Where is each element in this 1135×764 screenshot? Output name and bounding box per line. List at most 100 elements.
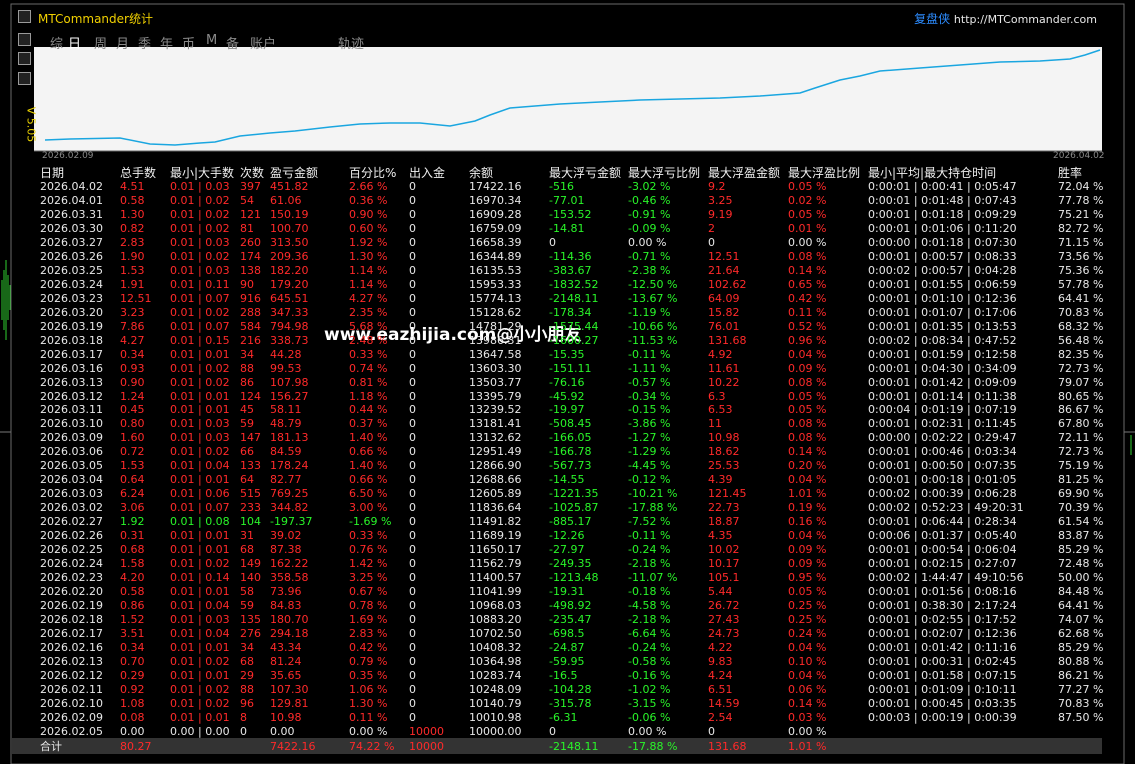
table-cell: 64 xyxy=(240,473,254,487)
tab[interactable]: 季 xyxy=(138,37,152,52)
table-cell: 5.44 xyxy=(708,585,733,599)
table-cell: 0.04 % xyxy=(788,640,827,654)
table-cell: 58 xyxy=(240,585,254,599)
table-cell: 1.30 % xyxy=(349,249,388,263)
table-cell: 16909.28 xyxy=(469,207,522,221)
table-cell: 17422.16 xyxy=(469,179,522,193)
table-cell: 0.14 % xyxy=(788,263,827,277)
tool-button[interactable] xyxy=(18,33,31,46)
table-cell: 1.92 xyxy=(120,515,145,529)
table-cell: 2026.02.17 xyxy=(40,627,103,640)
table-cell: 260 xyxy=(240,235,261,249)
table-cell: 18.87 xyxy=(708,515,740,529)
table-cell: 0.14 % xyxy=(788,445,827,459)
table-cell: 0.90 % xyxy=(349,207,388,221)
table-cell: 0 xyxy=(708,724,715,738)
table-cell: -12.50 % xyxy=(628,277,678,291)
table-cell: 12866.90 xyxy=(469,459,522,473)
table-cell: 0.01 | 0.03 xyxy=(170,235,230,249)
table-cell: -315.78 xyxy=(549,696,592,710)
table-cell: 90 xyxy=(240,277,254,291)
table-cell: 44.28 xyxy=(270,347,302,361)
table-cell: 0.08 % xyxy=(788,249,827,263)
table-cell: 2026.03.31 xyxy=(40,207,103,221)
table-cell: -19.97 xyxy=(549,403,585,417)
table-cell: -0.18 % xyxy=(628,585,671,599)
table-cell: 147 xyxy=(240,431,261,445)
table-cell: 1.30 % xyxy=(349,696,388,710)
table-cell: -1.69 % xyxy=(349,515,392,529)
table-cell: 769.25 xyxy=(270,487,309,501)
table-cell: 2026.03.02 xyxy=(40,501,103,515)
table-cell: 0 xyxy=(409,668,416,682)
tab[interactable]: 周 xyxy=(94,37,108,52)
table-cell: 2026.02.23 xyxy=(40,571,103,585)
table-cell: 82.35 % xyxy=(1058,347,1104,361)
table-cell: 2026.03.04 xyxy=(40,473,103,487)
table-cell: 0.01 | 0.01 xyxy=(170,347,230,361)
table-cell: 0 xyxy=(409,543,416,557)
help-button[interactable] xyxy=(18,52,31,65)
check-button[interactable] xyxy=(18,72,31,85)
tab[interactable]: 综 xyxy=(50,37,64,52)
tab[interactable]: 月 xyxy=(116,37,130,52)
table-cell: -516 xyxy=(549,179,574,193)
table-cell: 0:00:01 | 0:02:15 | 0:27:07 xyxy=(868,557,1017,571)
table-cell: 0.01 | 0.01 xyxy=(170,585,230,599)
table-cell: 0 xyxy=(409,571,416,585)
table-cell: 72.73 % xyxy=(1058,445,1104,459)
table-cell: 0.58 xyxy=(120,193,145,207)
table-cell: 0:00:03 | 0:00:19 | 0:00:39 xyxy=(868,710,1017,724)
tab[interactable]: 账户 xyxy=(250,37,277,52)
table-cell: 0.01 | 0.07 xyxy=(170,291,230,305)
tab[interactable]: 日 xyxy=(68,37,82,52)
table-cell: 10000 xyxy=(409,724,444,738)
table-cell: 131.68 xyxy=(708,333,747,347)
table-cell: -2.38 % xyxy=(628,263,671,277)
table-cell: 0.01 | 0.04 xyxy=(170,627,230,640)
table-cell: 0.64 xyxy=(120,473,145,487)
table-cell: 140 xyxy=(240,571,261,585)
tab[interactable]: 币 xyxy=(182,37,196,52)
table-cell: 61.06 xyxy=(270,193,302,207)
table-cell: 216 xyxy=(240,333,261,347)
column-header: 次数 xyxy=(240,166,265,180)
table-cell: 9.2 xyxy=(708,179,726,193)
table-cell: 2026.03.11 xyxy=(40,403,103,417)
table-cell: 22.73 xyxy=(708,501,740,515)
tab[interactable]: 年 xyxy=(160,37,174,52)
table-cell: 0.24 % xyxy=(788,627,827,640)
total-cell: 1.01 % xyxy=(788,739,827,753)
table-cell: 34 xyxy=(240,347,254,361)
table-cell: 2.66 % xyxy=(349,179,388,193)
table-cell: 0.01 | 0.02 xyxy=(170,305,230,319)
table-cell: 0:00:02 | 0:00:39 | 0:06:28 xyxy=(868,487,1017,501)
table-cell: 2026.02.16 xyxy=(40,640,103,654)
table-cell: 0.01 | 0.06 xyxy=(170,487,230,501)
table-cell: 0.01 | 0.02 xyxy=(170,696,230,710)
table-cell: 0:00:01 | 0:02:07 | 0:12:36 xyxy=(868,627,1017,640)
table-cell: 2026.03.24 xyxy=(40,277,103,291)
table-cell: 0.01 | 0.03 xyxy=(170,263,230,277)
table-cell: 72.04 % xyxy=(1058,179,1104,193)
table-cell: -4.58 % xyxy=(628,599,671,613)
table-cell: 179.20 xyxy=(270,277,309,291)
table-cell: -24.87 xyxy=(549,640,585,654)
minimize-button[interactable] xyxy=(18,10,31,23)
chart-end-date: 2026.04.02 xyxy=(1053,151,1105,161)
table-cell: 99.53 xyxy=(270,361,302,375)
table-cell: 1.52 xyxy=(120,613,145,627)
tab[interactable]: 轨迹 xyxy=(338,37,365,52)
table-cell: 0.01 | 0.02 xyxy=(170,682,230,696)
tab[interactable]: M xyxy=(206,33,218,48)
table-cell: 0 xyxy=(409,445,416,459)
table-cell: 515 xyxy=(240,487,261,501)
table-cell: -1832.52 xyxy=(549,277,599,291)
table-cell: 15774.13 xyxy=(469,291,522,305)
table-cell: 0 xyxy=(409,361,416,375)
table-cell: 68 xyxy=(240,654,254,668)
table-cell: -10.21 % xyxy=(628,487,678,501)
table-cell: 0.14 % xyxy=(788,696,827,710)
table-cell: -0.09 % xyxy=(628,221,671,235)
tab[interactable]: 备 xyxy=(226,37,240,52)
